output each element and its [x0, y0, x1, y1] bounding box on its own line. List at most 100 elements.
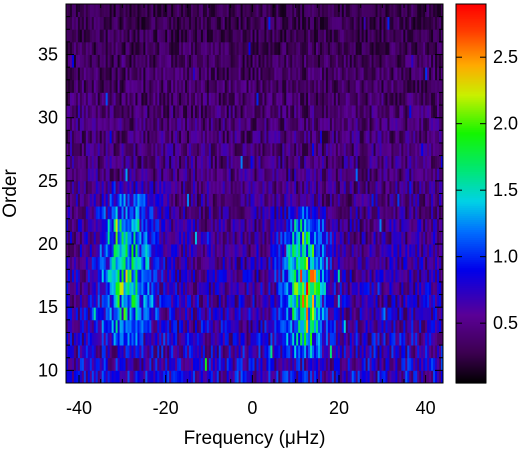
- heatmap-cell: [323, 345, 327, 359]
- heatmap-cell: [171, 180, 174, 194]
- heatmap-cell: [421, 294, 424, 308]
- heatmap-cell: [325, 67, 329, 81]
- heatmap-cell: [161, 231, 164, 245]
- heatmap-cell: [244, 357, 247, 371]
- heatmap-cell: [417, 332, 420, 346]
- heatmap-cell: [173, 79, 176, 93]
- heatmap-cell: [385, 256, 388, 270]
- heatmap-cell: [198, 79, 202, 93]
- heatmap-cell: [381, 130, 384, 144]
- heatmap-cell: [234, 370, 238, 384]
- heatmap-cell: [377, 281, 380, 295]
- heatmap-cell: [355, 130, 359, 144]
- heatmap-cell: [147, 244, 150, 258]
- heatmap-cell: [208, 117, 212, 131]
- heatmap-cell: [437, 193, 440, 207]
- heatmap-cell: [286, 345, 289, 359]
- heatmap-cell: [276, 193, 279, 207]
- heatmap-cell: [185, 206, 188, 220]
- heatmap-cell: [347, 231, 351, 245]
- heatmap-cell: [250, 206, 253, 220]
- heatmap-cell: [71, 269, 75, 283]
- heatmap-cell: [220, 142, 224, 156]
- heatmap-cell: [93, 206, 97, 220]
- heatmap-cell: [405, 370, 408, 384]
- heatmap-cell: [415, 319, 418, 333]
- heatmap-cell: [268, 67, 271, 81]
- heatmap-cell: [325, 130, 329, 144]
- heatmap-cell: [123, 281, 126, 295]
- heatmap-cell: [401, 370, 404, 384]
- heatmap-cell: [141, 256, 144, 270]
- heatmap-cell: [381, 92, 384, 106]
- heatmap-cell: [206, 319, 210, 333]
- heatmap-cell: [351, 345, 355, 359]
- heatmap-cell: [337, 67, 341, 81]
- heatmap-cell: [185, 269, 188, 283]
- heatmap-cell: [264, 370, 267, 384]
- heatmap-cell: [167, 142, 170, 156]
- heatmap-cell: [117, 231, 120, 245]
- heatmap-cell: [395, 54, 398, 68]
- heatmap-cell: [224, 79, 228, 93]
- heatmap-cell: [383, 54, 386, 68]
- heatmap-cell: [147, 269, 150, 283]
- heatmap-cell: [387, 218, 390, 232]
- heatmap-cell: [294, 281, 297, 295]
- heatmap-cell: [220, 218, 224, 232]
- heatmap-cell: [161, 269, 164, 283]
- heatmap-cell: [155, 269, 158, 283]
- heatmap-cell: [355, 206, 359, 220]
- heatmap-cell: [377, 307, 380, 321]
- heatmap-cell: [250, 67, 253, 81]
- heatmap-cell: [411, 319, 414, 333]
- heatmap-cell: [83, 370, 87, 384]
- heatmap-cell: [137, 130, 140, 144]
- heatmap-cell: [274, 294, 277, 308]
- heatmap-cell: [345, 168, 349, 182]
- heatmap-cell: [254, 92, 257, 106]
- heatmap-cell: [151, 256, 154, 270]
- heatmap-cell: [258, 117, 261, 131]
- heatmap-cell: [391, 92, 394, 106]
- heatmap-cell: [413, 54, 416, 68]
- heatmap-cell: [244, 193, 247, 207]
- heatmap-cell: [329, 168, 333, 182]
- heatmap-cell: [369, 193, 372, 207]
- heatmap-cell: [228, 117, 232, 131]
- heatmap-cell: [181, 142, 184, 156]
- heatmap-cell: [143, 155, 146, 169]
- heatmap-cell: [103, 180, 107, 194]
- heatmap-cell: [417, 294, 420, 308]
- heatmap-cell: [403, 281, 406, 295]
- heatmap-cell: [363, 206, 367, 220]
- heatmap-cell: [117, 345, 120, 359]
- heatmap-cell: [375, 218, 378, 232]
- heatmap-cell: [282, 332, 285, 346]
- heatmap-cell: [317, 155, 321, 169]
- heatmap-cell: [79, 294, 83, 308]
- heatmap-cell: [67, 319, 71, 333]
- heatmap-cell: [288, 105, 291, 119]
- heatmap-cell: [397, 206, 400, 220]
- heatmap-cell: [353, 345, 357, 359]
- heatmap-cell: [248, 357, 251, 371]
- heatmap-cell: [308, 79, 311, 93]
- heatmap-cell: [163, 269, 166, 283]
- heatmap-cell: [113, 218, 116, 232]
- heatmap-cell: [276, 332, 279, 346]
- heatmap-cell: [280, 105, 283, 119]
- heatmap-cell: [185, 155, 188, 169]
- heatmap-cell: [183, 206, 186, 220]
- heatmap-cell: [210, 218, 214, 232]
- heatmap-cell: [357, 269, 361, 283]
- heatmap-cell: [316, 54, 319, 68]
- heatmap-cell: [325, 345, 329, 359]
- heatmap-cell: [296, 105, 299, 119]
- heatmap-cell: [393, 168, 396, 182]
- heatmap-cell: [159, 269, 162, 283]
- heatmap-cell: [323, 67, 327, 81]
- heatmap-cell: [316, 168, 319, 182]
- heatmap-cell: [107, 357, 111, 371]
- heatmap-cell: [278, 218, 281, 232]
